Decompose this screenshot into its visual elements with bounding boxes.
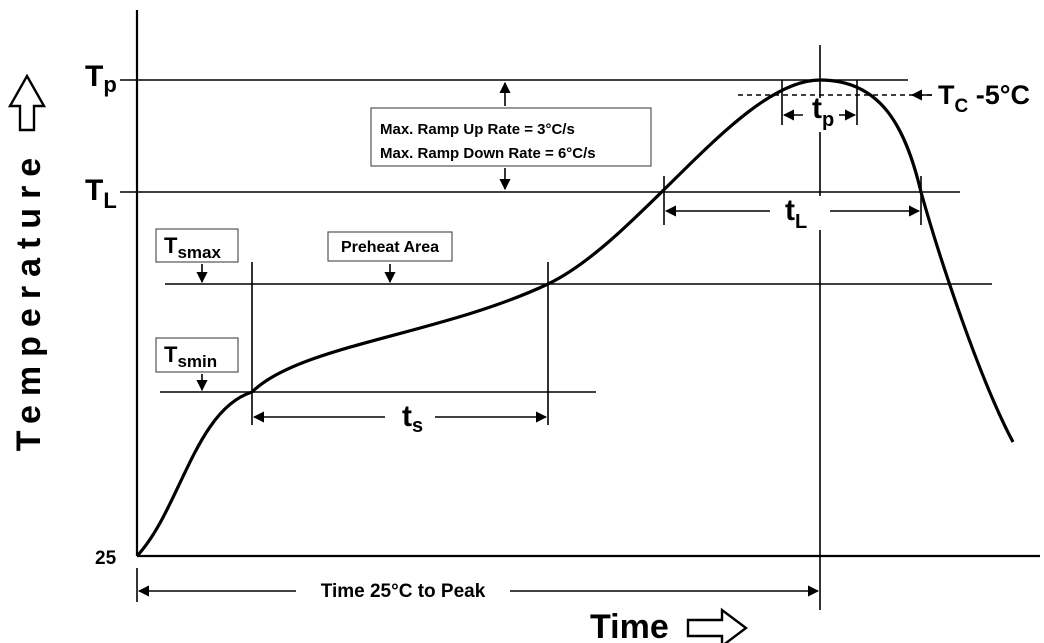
ts-label: ts [402, 400, 423, 437]
preheat-box [327, 231, 453, 262]
preheat-area-label: Preheat Area [341, 239, 439, 256]
tp-interval-label: tp [812, 92, 834, 131]
tsmax-label: Tsmax [164, 233, 221, 262]
ramp-up-label: Max. Ramp Up Rate = 3°C/s [380, 121, 575, 138]
ramp-rate-box [370, 107, 652, 167]
ramp-down-label: Max. Ramp Down Rate = 6°C/s [380, 145, 596, 162]
right-arrow-outline-icon [686, 607, 748, 643]
tsmax-box [155, 228, 239, 263]
x-axis-title: Time [590, 608, 669, 643]
y-axis-title: Temperature [10, 149, 48, 451]
tp-label: Tp [85, 60, 117, 97]
time-to-peak-label: Time 25°C to Peak [321, 581, 486, 602]
tc-label: TC -5°C [938, 80, 1030, 117]
origin-label: 25 [95, 548, 117, 569]
tsmin-box [155, 337, 239, 373]
tl-interval-label: tL [785, 194, 807, 233]
up-arrow-outline-icon [7, 73, 47, 132]
tl-label: TL [85, 174, 117, 213]
tsmin-label: Tsmin [164, 342, 217, 371]
reflow-profile-curve [135, 78, 1015, 558]
